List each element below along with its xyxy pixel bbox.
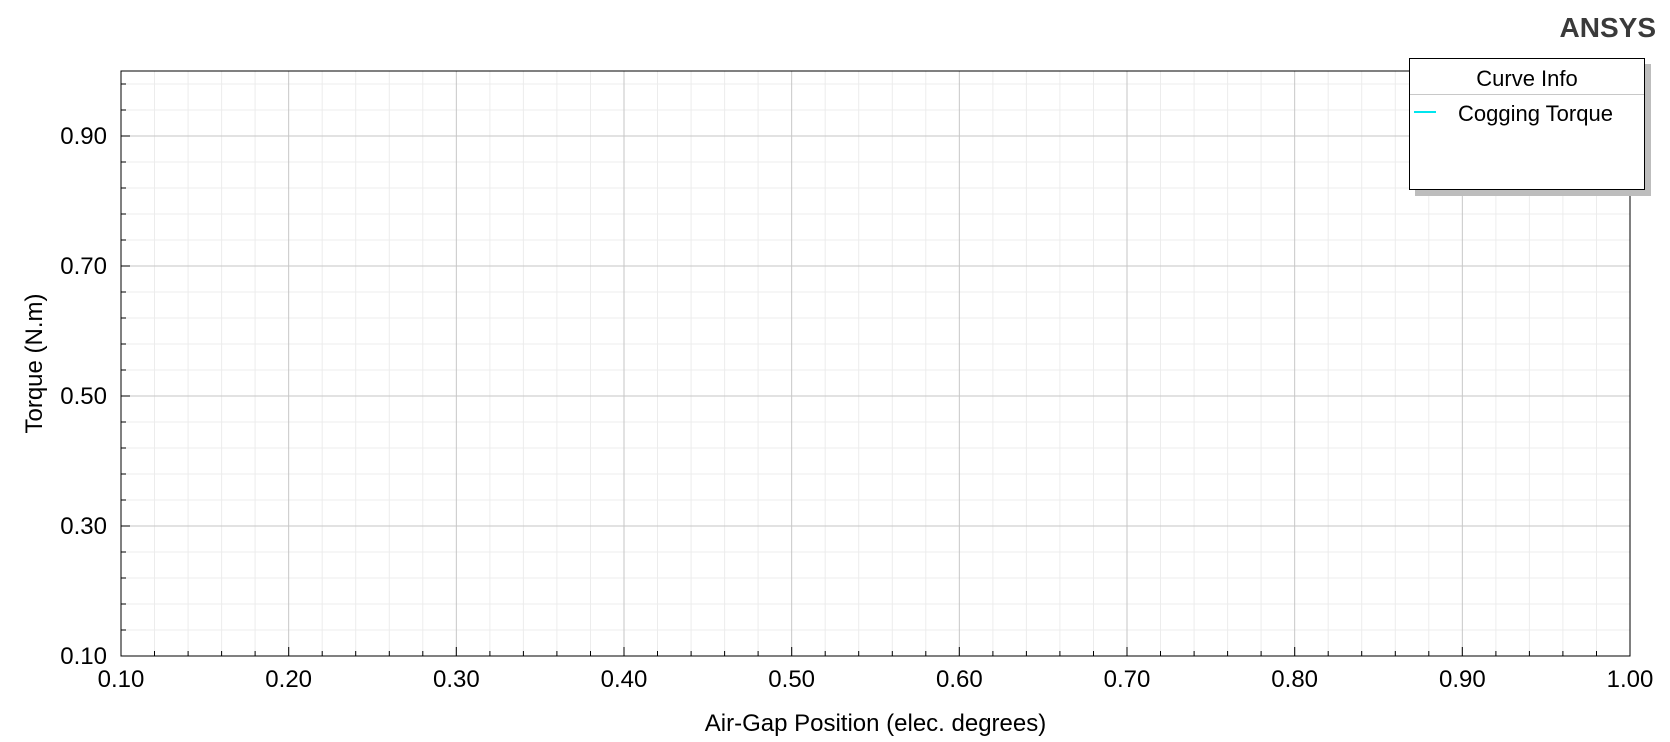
x-tick-label: 0.30: [433, 666, 480, 693]
y-minor-ticks: [121, 83, 130, 657]
legend-swatch-cogging-torque: [1414, 111, 1436, 113]
x-tick-label: 0.10: [98, 666, 145, 693]
x-minor-ticks: [120, 647, 1631, 656]
ansys-logo: ANSYS: [1559, 12, 1656, 43]
x-tick-label: 0.20: [265, 666, 312, 693]
x-tick-label: 0.70: [1104, 666, 1151, 693]
legend-divider: [1410, 94, 1644, 95]
y-tick-label: 0.90: [60, 123, 107, 150]
x-axis-label: Air-Gap Position (elec. degrees): [705, 710, 1046, 737]
x-tick-label: 0.40: [601, 666, 648, 693]
plot-area: [120, 70, 1631, 657]
x-tick-label: 0.60: [936, 666, 983, 693]
y-axis-label: Torque (N.m): [21, 293, 48, 433]
legend-entry-cogging-torque[interactable]: Cogging Torque: [1458, 101, 1613, 126]
y-tick-label: 0.10: [60, 643, 107, 670]
x-tick-labels: 0.10 0.20 0.30 0.40 0.50 0.60 0.70 0.80 0.90 1.00: [98, 666, 1654, 693]
legend-box[interactable]: Curve Info Cogging Torque: [1409, 58, 1645, 190]
x-tick-label: 0.90: [1439, 666, 1486, 693]
legend-title: Curve Info: [1476, 66, 1578, 91]
minor-grid: [121, 71, 1630, 656]
x-tick-label: 1.00: [1607, 666, 1654, 693]
y-tick-label: 0.50: [60, 383, 107, 410]
major-grid: [120, 71, 1631, 657]
y-tick-label: 0.70: [60, 253, 107, 280]
y-tick-label: 0.30: [60, 513, 107, 540]
x-tick-label: 0.80: [1271, 666, 1318, 693]
y-tick-labels: 0.10 0.30 0.50 0.70 0.90: [60, 123, 107, 670]
x-tick-label: 0.50: [768, 666, 815, 693]
